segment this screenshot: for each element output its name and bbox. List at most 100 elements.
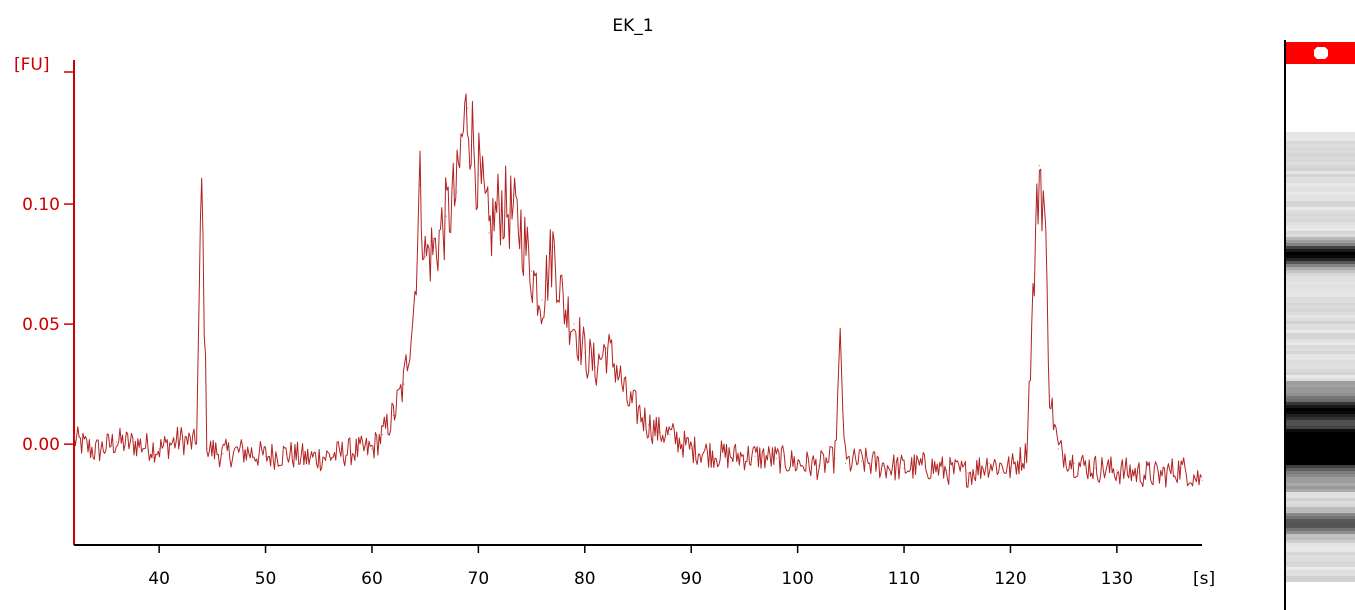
gel-band-row xyxy=(1286,318,1355,321)
gel-band-row xyxy=(1286,552,1355,555)
gel-band-row xyxy=(1286,510,1355,513)
trace-point xyxy=(201,184,203,186)
marker-dot-icon xyxy=(1314,47,1328,59)
trace-point xyxy=(243,450,245,452)
trace-point xyxy=(1038,165,1040,167)
trace-point xyxy=(839,347,841,349)
gel-band-row xyxy=(1286,492,1355,495)
gel-band-row xyxy=(1286,348,1355,351)
gel-band-row xyxy=(1286,264,1355,267)
gel-band-row xyxy=(1286,522,1355,525)
gel-band-row xyxy=(1286,516,1355,519)
gel-band-row xyxy=(1286,345,1355,348)
gel-band-row xyxy=(1286,423,1355,426)
trace-point xyxy=(530,270,533,272)
trace-point xyxy=(328,455,330,457)
gel-bands xyxy=(1286,132,1355,582)
gel-band-row xyxy=(1286,159,1355,162)
gel-band-row xyxy=(1286,426,1355,429)
gel-band-row xyxy=(1286,147,1355,150)
x-tick-label: 50 xyxy=(255,569,277,589)
trace-point xyxy=(392,414,394,416)
trace-point xyxy=(882,465,884,467)
trace-line xyxy=(73,93,1203,488)
gel-band-row xyxy=(1286,339,1355,342)
gel-band-row xyxy=(1286,336,1355,339)
gel-band-row xyxy=(1286,237,1355,240)
trace-point xyxy=(307,457,309,460)
trace-point xyxy=(403,383,405,385)
gel-band-row xyxy=(1286,225,1355,228)
trace-point xyxy=(382,433,384,436)
gel-band-row xyxy=(1286,441,1355,444)
gel-band-row xyxy=(1286,450,1355,453)
trace-point xyxy=(573,323,575,325)
trace-point xyxy=(1073,462,1075,464)
gel-band-row xyxy=(1286,183,1355,186)
gel-band-row xyxy=(1286,240,1355,243)
gel-band-row xyxy=(1286,411,1355,414)
gel-band-row xyxy=(1286,399,1355,402)
gel-band-row xyxy=(1286,252,1355,255)
trace-point xyxy=(1137,472,1139,474)
x-tick-label: 90 xyxy=(680,569,702,589)
gel-band-row xyxy=(1286,531,1355,534)
gel-band-row xyxy=(1286,180,1355,183)
trace-point xyxy=(419,184,421,186)
gel-band-row xyxy=(1286,171,1355,174)
gel-band-row xyxy=(1286,372,1355,375)
gel-band-row xyxy=(1286,189,1355,192)
trace-point xyxy=(73,438,75,440)
gel-band-row xyxy=(1286,456,1355,459)
electropherogram-chart: EK_1 [FU] [s] 40 50 60 70 80 90 100 110 120 130 0… xyxy=(14,16,1215,589)
trace-point xyxy=(435,246,437,248)
gel-band-row xyxy=(1286,381,1355,384)
trace-point xyxy=(733,455,735,457)
trace-point xyxy=(924,465,926,467)
gel-band-row xyxy=(1286,324,1355,327)
trace-point xyxy=(137,443,139,445)
axes xyxy=(64,60,1202,546)
y-tick-label: 0.05 xyxy=(22,315,60,335)
gel-band-row xyxy=(1286,483,1355,486)
gel-band-row xyxy=(1286,366,1355,369)
trace-point xyxy=(552,246,554,248)
trace-point xyxy=(541,299,543,301)
trace-point xyxy=(179,438,182,440)
gel-band-row xyxy=(1286,525,1355,528)
trace-point xyxy=(648,424,650,426)
gel-band-row xyxy=(1286,288,1355,291)
trace-point xyxy=(206,448,208,450)
gel-band-row xyxy=(1286,243,1355,246)
gel-band-row xyxy=(1286,246,1355,249)
gel-band-row xyxy=(1286,273,1355,276)
gel-band-row xyxy=(1286,201,1355,204)
gel-band-row xyxy=(1286,486,1355,489)
gel-band-row xyxy=(1286,576,1355,579)
gel-band-row xyxy=(1286,465,1355,468)
gel-band-row xyxy=(1286,132,1355,135)
trace-point xyxy=(1031,328,1033,330)
gel-band-row xyxy=(1286,528,1355,531)
x-tick-label: 60 xyxy=(361,569,383,589)
gel-band-row xyxy=(1286,282,1355,285)
trace-point xyxy=(669,433,671,436)
trace-point xyxy=(350,450,352,452)
gel-band-row xyxy=(1286,267,1355,270)
y-tick-label: 0.10 xyxy=(22,195,60,215)
gel-band-row xyxy=(1286,564,1355,567)
gel-band-row xyxy=(1286,213,1355,216)
gel-band-row xyxy=(1286,174,1355,177)
gel-lane xyxy=(1284,40,1355,610)
gel-band-row xyxy=(1286,330,1355,333)
gel-band-row xyxy=(1286,390,1355,393)
gel-band-row xyxy=(1286,255,1355,258)
gel-band-row xyxy=(1286,393,1355,396)
gel-band-row xyxy=(1286,285,1355,288)
trace-point xyxy=(520,227,522,229)
trace-point xyxy=(637,409,639,412)
gel-band-row xyxy=(1286,234,1355,237)
gel-band-row xyxy=(1286,354,1355,357)
x-tick-label: 130 xyxy=(1101,569,1133,589)
trace-point xyxy=(158,448,160,450)
